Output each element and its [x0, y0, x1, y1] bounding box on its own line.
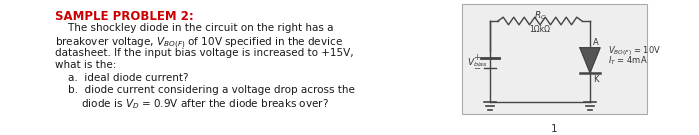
Text: datasheet. If the input bias voltage is increased to +15V,: datasheet. If the input bias voltage is … [55, 48, 354, 58]
Text: $I_T$ = 4mA: $I_T$ = 4mA [608, 55, 648, 67]
Text: 1ΩkΩ: 1ΩkΩ [530, 25, 551, 34]
Text: a.  ideal diode current?: a. ideal diode current? [55, 72, 189, 82]
Text: −: − [473, 64, 480, 73]
Text: $R_C$: $R_C$ [533, 10, 547, 22]
Text: +: + [473, 53, 480, 62]
Text: $V_{bias}$: $V_{bias}$ [467, 57, 488, 69]
Polygon shape [580, 48, 600, 72]
Text: b.  diode current considering a voltage drop across the: b. diode current considering a voltage d… [55, 85, 355, 95]
Text: $V_{BO(F)}$ = 10V: $V_{BO(F)}$ = 10V [608, 45, 661, 58]
Text: The shockley diode in the circuit on the right has a: The shockley diode in the circuit on the… [55, 23, 333, 33]
Text: SAMPLE PROBLEM 2:: SAMPLE PROBLEM 2: [55, 10, 194, 23]
Text: K: K [593, 75, 598, 84]
Text: what is the:: what is the: [55, 60, 116, 70]
Text: 1: 1 [552, 124, 558, 134]
Text: diode is $V_D$ = 0.9V after the diode breaks over?: diode is $V_D$ = 0.9V after the diode br… [55, 97, 329, 111]
Bar [462, 4, 647, 114]
Text: A: A [593, 38, 599, 47]
Text: breakover voltage, $V_{BO(F)}$ of 10V specified in the device: breakover voltage, $V_{BO(F)}$ of 10V sp… [55, 35, 343, 51]
